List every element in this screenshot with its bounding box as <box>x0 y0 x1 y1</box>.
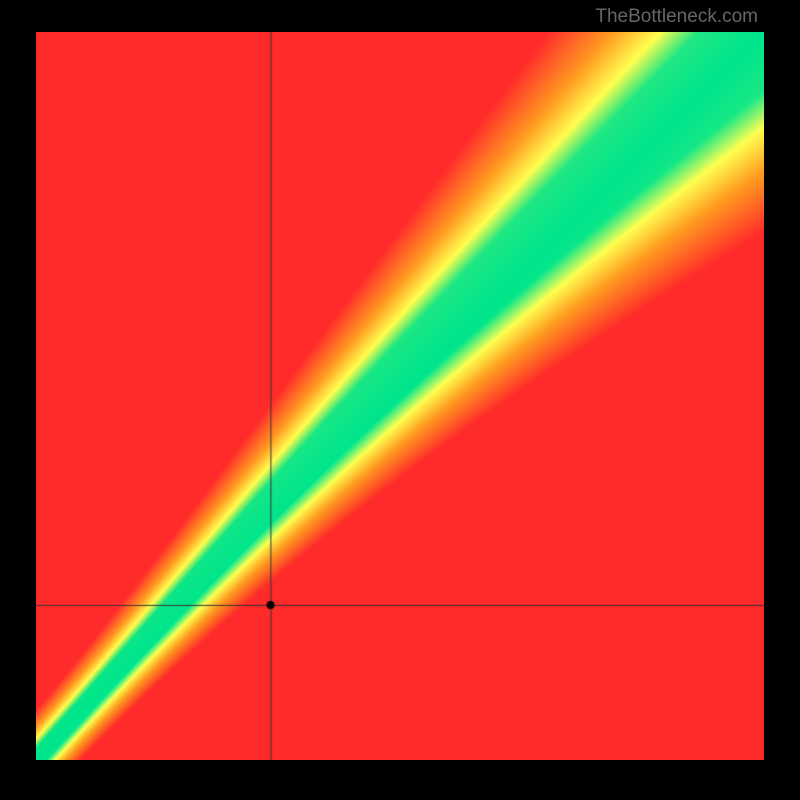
heatmap-canvas <box>36 32 764 760</box>
watermark-text: TheBottleneck.com <box>595 6 758 28</box>
heatmap-plot <box>36 32 764 760</box>
chart-container: TheBottleneck.com <box>0 0 800 800</box>
